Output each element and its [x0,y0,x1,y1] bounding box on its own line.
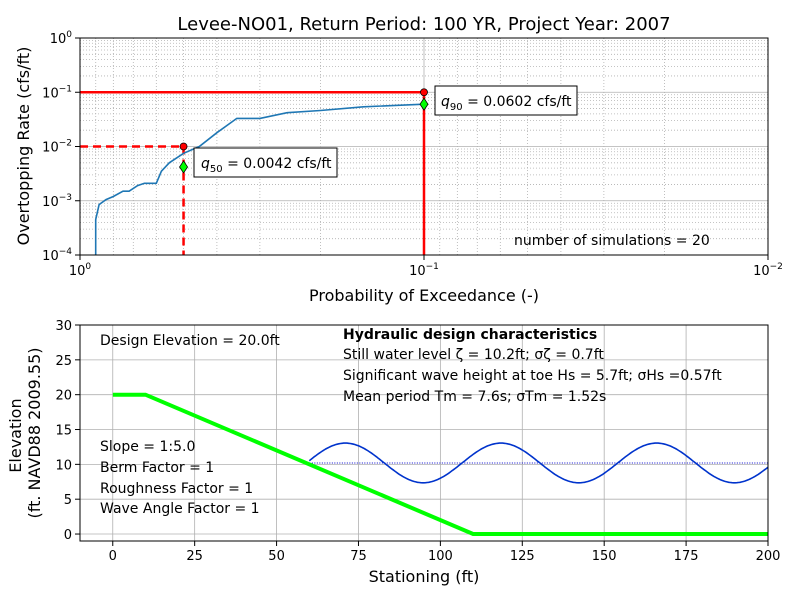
q90-symbol: q [441,94,450,110]
q90-value: = 0.0602 cfs/ft [463,94,572,110]
overtopping-y-tick-label: 10−2 [42,139,72,156]
q90-annotation-text: q90 = 0.0602 cfs/ft [441,94,572,113]
tick-exponent: 0 [66,30,72,40]
levee-profile-frame [79,324,769,542]
tick-base: 10 [42,195,59,210]
overtopping-y-tick-label: 10−3 [42,193,72,210]
levee-profile-ticks: 0 25 50 75 100 125 150 175 200 0 5 10 15 20 25 30 [55,319,780,564]
tick-base: 10 [409,264,426,279]
wave-angle-factor-label: Wave Angle Factor = 1 [100,501,260,517]
q90-annotation-box [434,85,578,116]
q50-value: = 0.0042 cfs/ft [223,156,332,172]
levee-profile-data [112,392,769,536]
berm-factor-label: Berm Factor = 1 [100,460,214,476]
exceedance-marker-dot [179,142,188,151]
levee-x-tick-label: 75 [350,549,367,564]
simulations-count-label: number of simulations = 20 [514,233,710,249]
levee-x-tick-label: 175 [674,549,699,564]
levee-y-tick-label: 0 [64,528,72,543]
overtopping-y-tick-label: 100 [50,30,73,47]
levee-x-tick-label: 0 [109,549,117,564]
levee-y-tick-label: 25 [55,354,72,369]
levee-x-tick-label: 200 [756,549,781,564]
levee-y-tick-label: 5 [64,493,72,508]
tick-exponent: −4 [59,247,73,257]
levee-x-tick-label: 25 [186,549,203,564]
mean-period-line: Mean period Tm = 7.6s; σTm = 1.52s [343,389,606,405]
overtopping-x-axis-label: Probability of Exceedance (-) [309,286,539,305]
tick-exponent: −2 [770,262,783,272]
levee-y-axis-label-line1: Elevation [6,398,25,472]
overtopping-y-axis-label: Overtopping Rate (cfs/ft) [14,47,33,246]
tick-base: 10 [50,32,67,47]
wave-height-line: Significant wave height at toe Hs = 5.7f… [343,368,722,384]
percentile-marker-diamond [179,160,189,174]
levee-y-axis-label-line2: (ft. NAVD88 2009.55) [25,347,44,518]
overtopping-x-tick-label: 10−1 [409,262,439,279]
still-water-level-line: Still water level ζ = 10.2ft; σζ = 0.7ft [343,347,604,363]
tick-exponent: −2 [59,139,72,149]
tick-exponent: −3 [59,193,72,203]
levee-y-tick-label: 15 [55,424,72,439]
tick-base: 10 [42,86,59,101]
levee-profile-line [112,392,768,536]
overtopping-x-tick-label: 100 [69,262,92,279]
q90-subscript: 90 [450,102,463,113]
levee-y-tick-label: 30 [55,319,72,334]
levee-y-axis-label: Elevation (ft. NAVD88 2009.55) [6,347,44,518]
overtopping-y-tick-label: 10−1 [42,84,72,101]
overtopping-chart-title: Levee-NO01, Return Period: 100 YR, Proje… [177,14,670,35]
q50-symbol: q [201,156,210,172]
hydraulic-heading: Hydraulic design characteristics [343,327,597,343]
overtopping-y-tick-label: 10−4 [42,247,72,264]
tick-exponent: 0 [85,262,91,272]
levee-y-tick-label: 20 [55,389,72,404]
tick-exponent: −1 [426,262,439,272]
tick-base: 10 [42,141,59,156]
wave-profile-line [308,442,769,484]
overtopping-chart-data [80,88,429,255]
q50-annotation-text: q50 = 0.0042 cfs/ft [201,156,332,175]
slope-label: Slope = 1:5.0 [100,439,195,455]
levee-profile-chart: 0 25 50 75 100 125 150 175 200 0 5 10 15 20 25 30 Desig… [6,319,780,586]
percentile-marker-diamond [419,97,429,111]
overtopping-rate-series-line [94,103,425,255]
q90-annotation: q90 = 0.0602 cfs/ft [434,85,578,116]
levee-x-axis-label: Stationing (ft) [369,567,480,586]
q50-annotation: q50 = 0.0042 cfs/ft [193,147,338,178]
levee-x-tick-label: 50 [268,549,285,564]
q50-annotation-box [193,147,338,178]
levee-y-tick-label: 10 [55,458,72,473]
tick-base: 10 [753,264,770,279]
tick-base: 10 [69,264,86,279]
exceedance-marker-dot [420,88,428,97]
overtopping-chart: Levee-NO01, Return Period: 100 YR, Proje… [14,14,783,305]
levee-x-tick-label: 125 [510,549,535,564]
levee-x-tick-label: 150 [592,549,617,564]
design-elevation-label: Design Elevation = 20.0ft [100,333,280,349]
roughness-factor-label: Roughness Factor = 1 [100,481,253,497]
levee-x-tick-label: 100 [428,549,453,564]
overtopping-x-tick-label: 10−2 [753,262,783,279]
tick-base: 10 [42,249,59,264]
q50-subscript: 50 [210,164,223,175]
tick-exponent: −1 [59,84,72,94]
